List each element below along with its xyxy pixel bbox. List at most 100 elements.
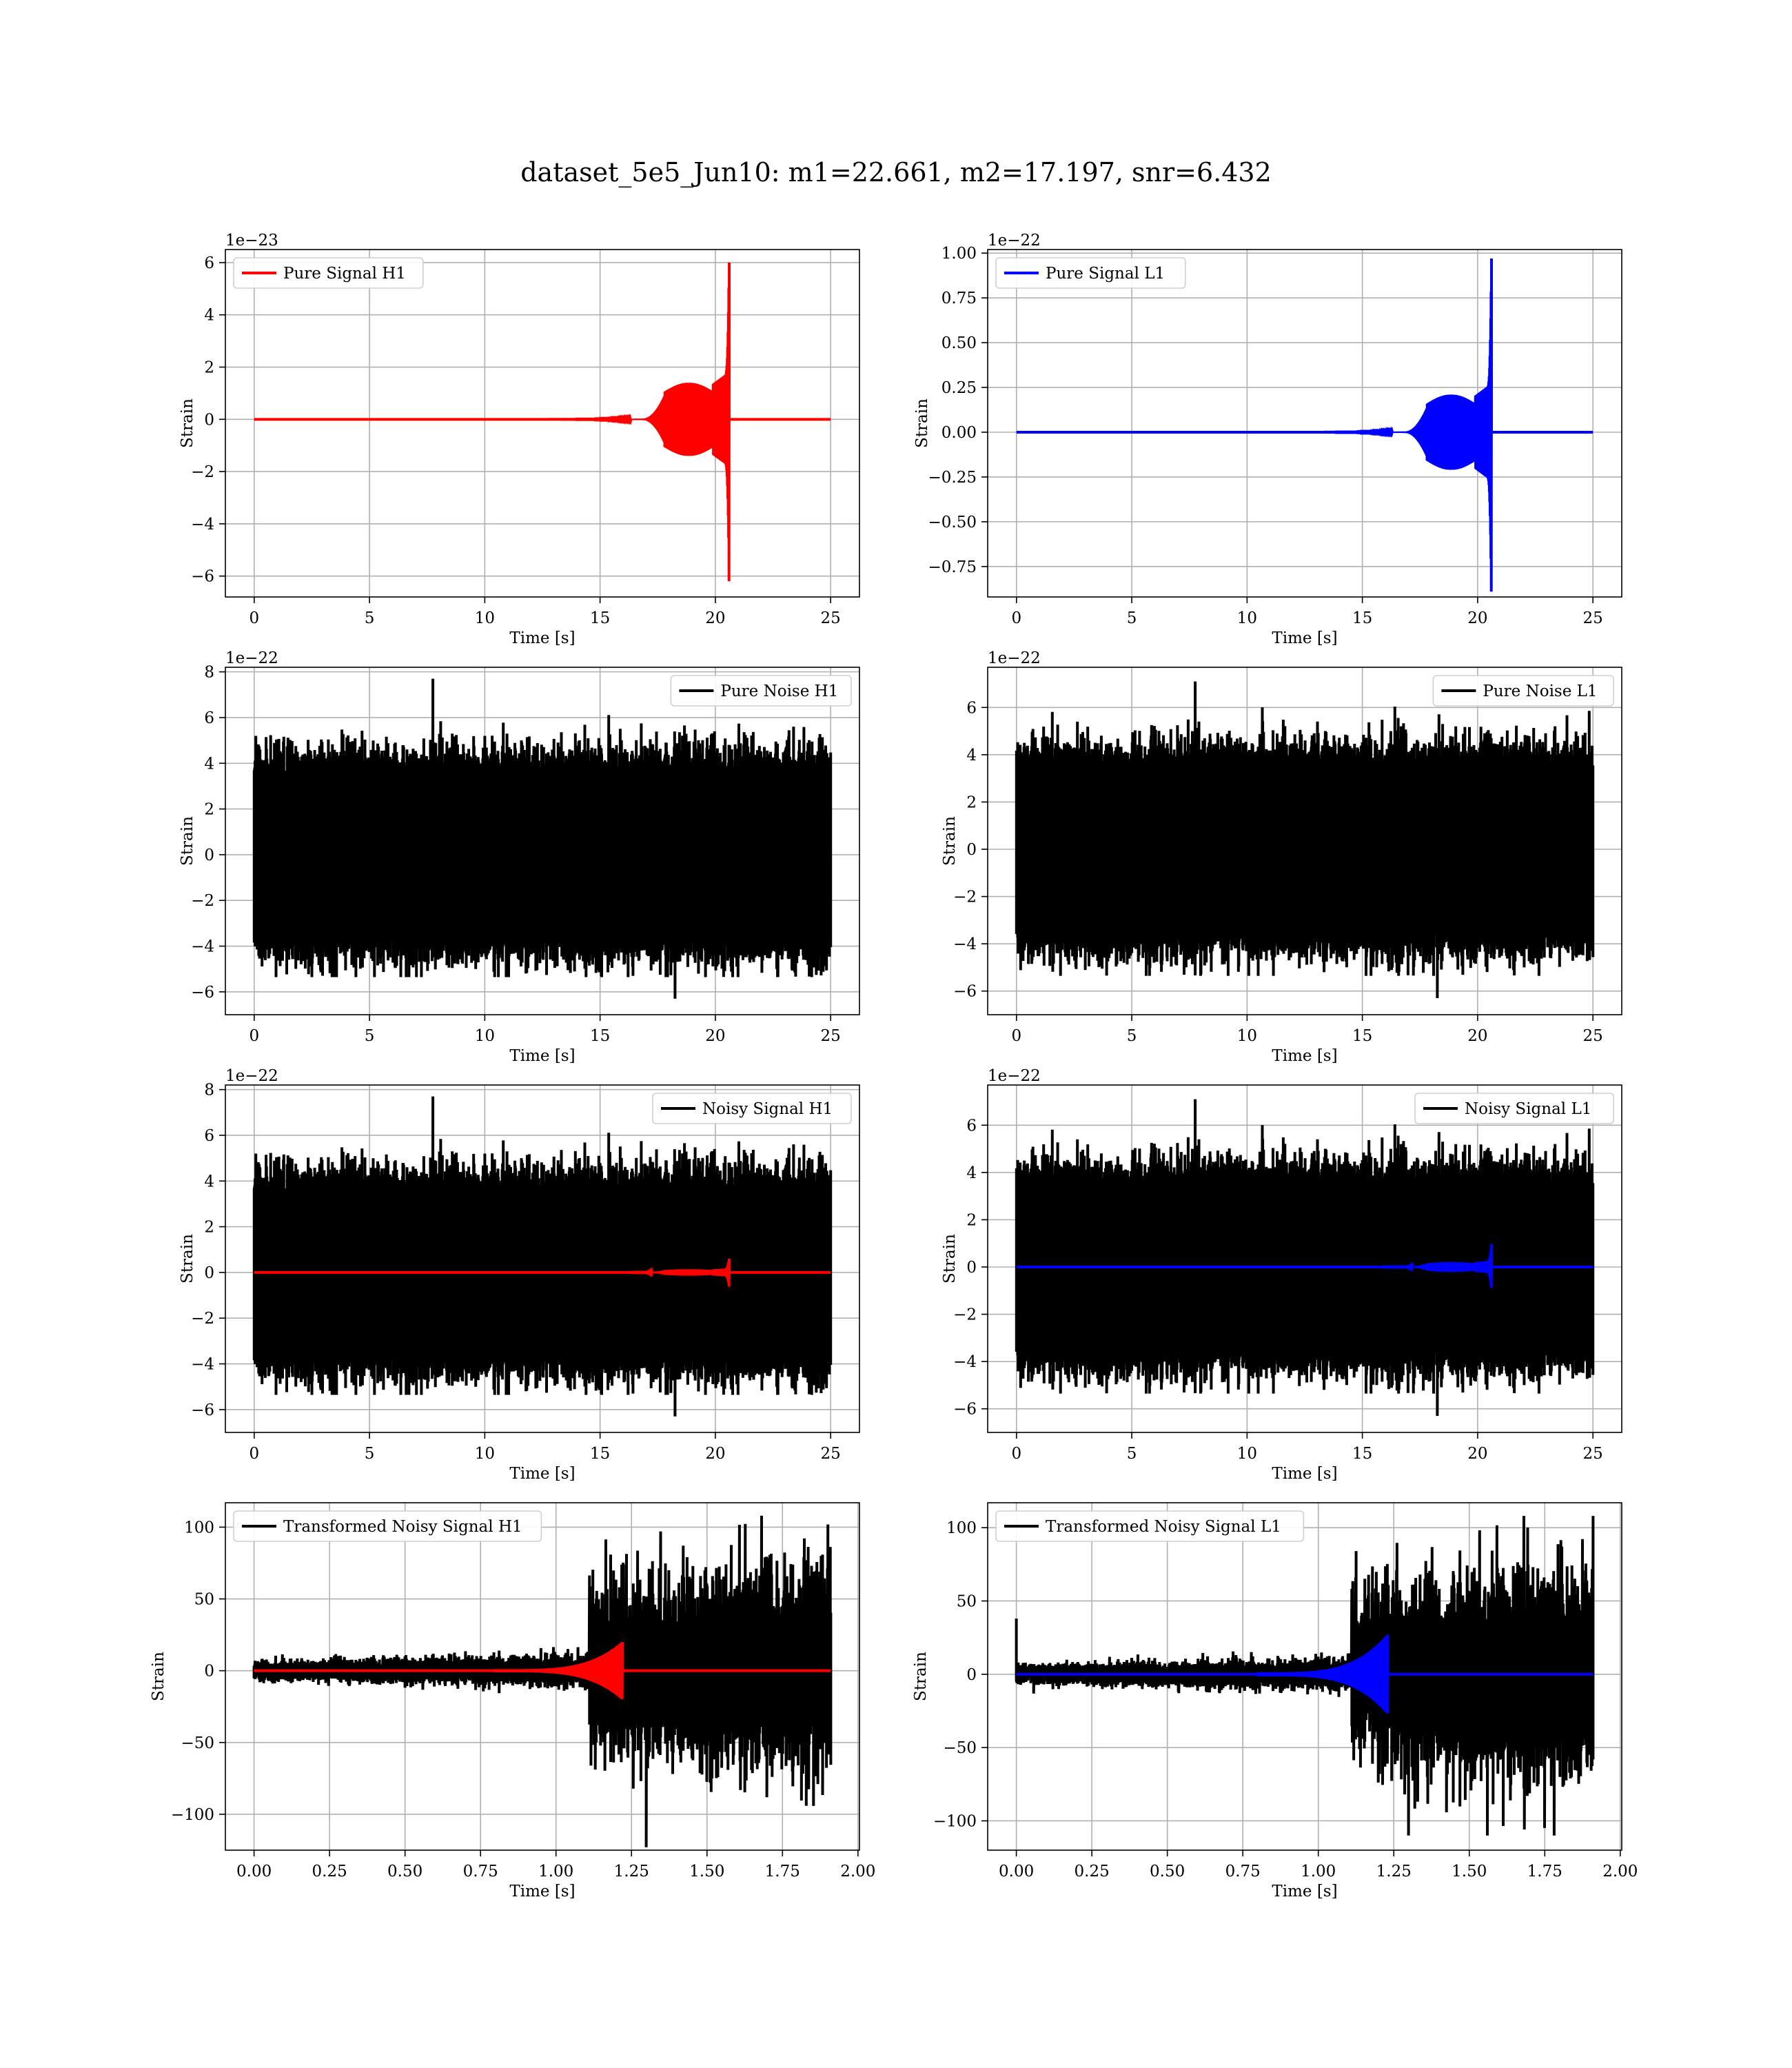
y-axis-label: Strain	[913, 398, 931, 448]
chart-pure-noise-h1: 0 5 10 15 20 25 −6 −4 −2 0 2 4 6 8 Time [s] Strain 1e−22…	[179, 649, 860, 1065]
legend: Pure Noise L1	[1432, 675, 1614, 707]
y-axis-label: Strain	[179, 816, 196, 866]
y-tick-label-3: 0.00	[941, 424, 977, 442]
x-axis-label: Time [s]	[509, 1883, 575, 1900]
x-tick-label-6: 1.50	[689, 1863, 724, 1881]
x-tick-label-2: 10	[1237, 609, 1257, 627]
x-tick-label-2: 10	[475, 1445, 495, 1463]
x-axis-label: Time [s]	[1272, 1465, 1337, 1483]
y-tick-label-3: 0	[966, 841, 977, 859]
x-tick-label-8: 2.00	[1602, 1863, 1638, 1881]
x-axis-label: Time [s]	[1272, 629, 1337, 647]
series-transformed-noisy-signal-h1-0	[252, 1515, 833, 1847]
y-axis-label: Strain	[941, 816, 959, 866]
legend: Pure Signal L1	[995, 257, 1186, 289]
series-pure-signal-l1-0	[1016, 258, 1594, 592]
y-tick-label-2: −2	[191, 463, 214, 481]
chart-transformed-noisy-signal-h1: 0.00 0.25 0.50 0.75 1.00 1.25 1.50 1.75 2.00 −100…	[150, 1502, 875, 1900]
axis-offset-text: 1e−22	[988, 649, 1041, 667]
chart-noisy-signal-l1: 0 5 10 15 20 25 −6 −4 −2 0 2 4 6 Time [s] Strain 1e−22 N…	[941, 1067, 1622, 1483]
y-tick-label-0: −6	[191, 984, 214, 1002]
y-axis-label: Strain	[179, 398, 196, 448]
x-axis-label: Time [s]	[1272, 1883, 1337, 1900]
legend: Noisy Signal H1	[652, 1093, 852, 1124]
axis-offset-text: 1e−22	[225, 1067, 278, 1085]
x-tick-label-3: 0.75	[463, 1863, 498, 1881]
y-tick-label-3: 0	[204, 847, 214, 864]
x-tick-label-1: 5	[365, 1445, 375, 1463]
x-tick-label-0: 0	[249, 1027, 259, 1045]
axes-frame	[225, 249, 860, 598]
y-tick-label-0: −6	[191, 1401, 214, 1419]
series-noisy-signal-h1-1	[254, 1258, 831, 1287]
y-tick-label-1: −4	[191, 516, 214, 534]
x-axis-label: Time [s]	[509, 629, 575, 647]
series-pure-noise-l1-0	[1015, 681, 1595, 999]
y-tick-label-3: 0	[204, 1264, 214, 1282]
y-tick-label-1: −4	[953, 935, 977, 953]
y-tick-label-6: 6	[204, 1127, 214, 1145]
y-axis-label: Strain	[179, 1234, 196, 1284]
legend-label: Noisy Signal L1	[1465, 1100, 1591, 1118]
y-tick-label-4: 2	[966, 1211, 977, 1229]
x-axis-label: Time [s]	[509, 1465, 575, 1483]
x-tick-label-2: 10	[1237, 1027, 1257, 1045]
x-tick-label-1: 5	[1127, 609, 1137, 627]
x-tick-label-1: 5	[1127, 1445, 1137, 1463]
y-tick-label-2: −2	[191, 1310, 214, 1328]
y-tick-label-2: 0	[204, 1663, 214, 1681]
legend: Pure Signal H1	[233, 257, 424, 289]
y-tick-label-6: 6	[204, 709, 214, 727]
y-tick-label-6: 6	[966, 1117, 977, 1135]
y-tick-label-2: −2	[953, 889, 977, 906]
x-tick-label-7: 1.75	[1527, 1863, 1562, 1881]
y-tick-label-0: −100	[933, 1812, 977, 1830]
axes-frame	[987, 667, 1622, 1015]
y-tick-label-5: 4	[966, 747, 977, 764]
y-tick-label-1: −4	[953, 1353, 977, 1371]
y-tick-label-5: 4	[204, 755, 214, 773]
series-pure-noise-h1-0	[252, 678, 833, 999]
x-tick-label-5: 25	[821, 1445, 841, 1463]
chart-pure-signal-l1: 0 5 10 15 20 25 −0.75 −0.50 −0.25 0.00 0.25 0.50 0.7…	[913, 232, 1622, 647]
y-tick-label-3: 50	[194, 1591, 214, 1609]
y-tick-label-4: 100	[184, 1519, 214, 1537]
y-tick-label-4: 0.25	[941, 379, 977, 397]
x-tick-label-0: 0	[1011, 1027, 1021, 1045]
y-tick-label-3: 0	[204, 411, 214, 429]
axes-frame	[987, 249, 1622, 598]
x-tick-label-0: 0	[249, 609, 259, 627]
x-tick-label-5: 25	[821, 609, 841, 627]
x-tick-label-1: 5	[365, 609, 375, 627]
axes-frame	[225, 1502, 860, 1851]
x-tick-label-2: 10	[475, 1027, 495, 1045]
x-tick-label-4: 1.00	[1301, 1863, 1336, 1881]
x-tick-label-3: 15	[1352, 1445, 1372, 1463]
y-tick-label-0: −0.75	[928, 558, 977, 576]
y-tick-label-0: −6	[953, 983, 977, 1001]
axes-frame	[987, 1502, 1622, 1851]
y-tick-label-3: 0	[966, 1259, 977, 1277]
chart-pure-noise-l1: 0 5 10 15 20 25 −6 −4 −2 0 2 4 6 Time [s] Strain 1e−22 P…	[941, 649, 1622, 1065]
y-tick-label-2: −2	[953, 1306, 977, 1324]
x-tick-label-3: 15	[590, 1027, 610, 1045]
x-tick-label-6: 1.50	[1452, 1863, 1487, 1881]
x-tick-label-1: 0.25	[1075, 1863, 1110, 1881]
x-tick-label-0: 0.00	[236, 1863, 272, 1881]
x-tick-label-2: 10	[475, 609, 495, 627]
axis-offset-text: 1e−22	[988, 232, 1041, 250]
x-tick-label-0: 0	[1011, 609, 1021, 627]
x-tick-label-0: 0.00	[999, 1863, 1034, 1881]
y-tick-label-2: −2	[191, 892, 214, 910]
y-tick-label-5: 4	[204, 1173, 214, 1190]
y-tick-label-4: 2	[204, 1219, 214, 1237]
y-axis-label: Strain	[941, 1234, 959, 1284]
x-tick-label-4: 20	[1467, 609, 1487, 627]
x-tick-label-1: 0.25	[312, 1863, 347, 1881]
y-tick-label-5: 0.50	[941, 334, 977, 352]
x-tick-label-0: 0	[1011, 1445, 1021, 1463]
x-tick-label-5: 1.25	[1376, 1863, 1412, 1881]
chart-transformed-noisy-signal-l1: 0.00 0.25 0.50 0.75 1.00 1.25 1.50 1.75 2.00 −100…	[912, 1502, 1638, 1900]
x-tick-label-5: 25	[1583, 1445, 1603, 1463]
